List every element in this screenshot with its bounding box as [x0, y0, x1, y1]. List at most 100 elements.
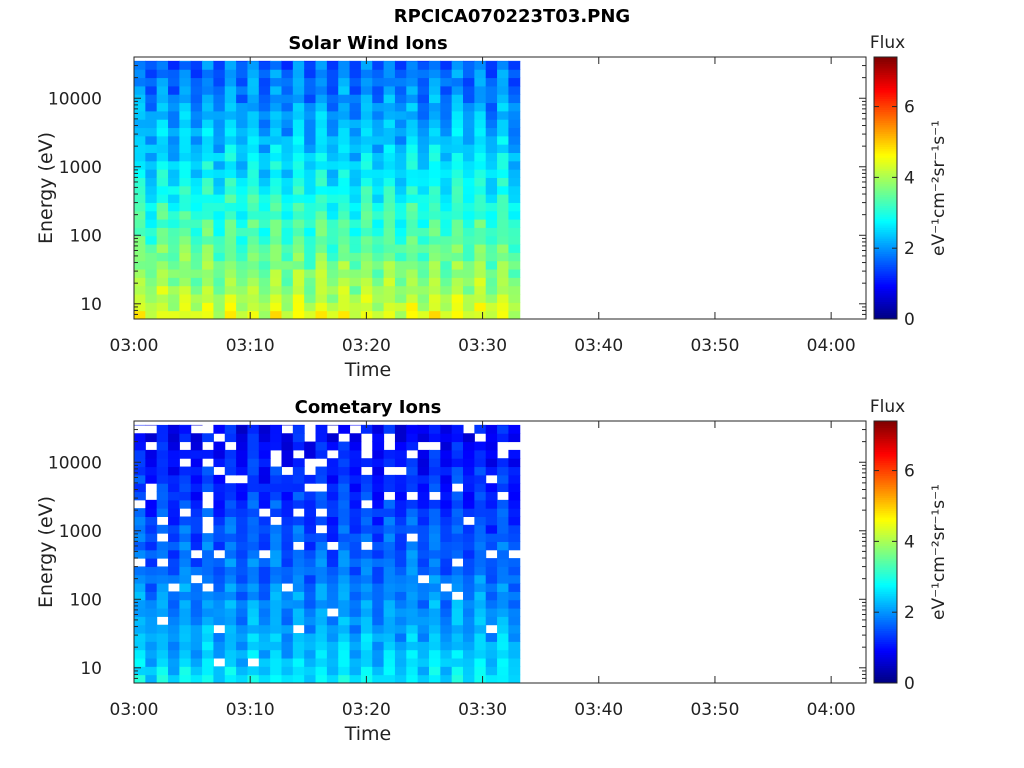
colorbar-swatch — [874, 74, 897, 78]
heatmap-cell — [168, 269, 180, 278]
heatmap-cell — [292, 219, 305, 228]
heatmap-cell — [417, 674, 430, 684]
heatmap-cell — [406, 674, 419, 684]
heatmap-cell — [258, 144, 271, 153]
heatmap-cell — [156, 474, 169, 484]
heatmap-cell — [394, 558, 407, 567]
colorbar-swatch — [874, 139, 897, 143]
heatmap-cell — [281, 235, 294, 245]
heatmap-cell — [349, 152, 362, 162]
heatmap-cell — [463, 458, 475, 468]
heatmap-cell — [179, 252, 192, 262]
heatmap-cell — [270, 441, 282, 451]
heatmap-cell — [440, 169, 453, 178]
heatmap-cell — [485, 260, 498, 270]
heatmap-cell — [281, 285, 294, 295]
heatmap-cell — [258, 152, 271, 162]
heatmap-cell — [304, 60, 317, 70]
heatmap-cell — [372, 424, 385, 426]
heatmap-cell — [190, 566, 203, 576]
heatmap-cell — [258, 458, 271, 468]
heatmap-cell — [485, 649, 498, 659]
heatmap-cell — [326, 210, 339, 220]
heatmap-cell — [156, 244, 169, 253]
heatmap-cell — [440, 641, 453, 651]
colorbar-swatch — [874, 503, 897, 507]
heatmap-cell — [326, 491, 339, 501]
heatmap-cell — [134, 60, 146, 70]
heatmap-cell — [440, 533, 453, 542]
heatmap-cell — [156, 60, 169, 62]
heatmap-cell — [406, 69, 419, 79]
heatmap-cell — [247, 219, 260, 228]
heatmap-cell — [326, 169, 339, 178]
heatmap-cell — [360, 144, 373, 153]
heatmap-cell — [292, 466, 305, 476]
heatmap-cell — [360, 102, 373, 112]
heatmap-cell — [349, 310, 362, 320]
heatmap-cell — [394, 491, 407, 501]
heatmap-cell — [508, 658, 521, 667]
heatmap-cell — [406, 260, 419, 270]
colorbar-swatch — [874, 153, 897, 156]
heatmap-cell — [360, 558, 373, 567]
colorbar-swatch — [874, 177, 897, 180]
colorbar-swatch — [874, 429, 897, 433]
heatmap-cell — [168, 202, 180, 212]
heatmap-cell — [179, 583, 192, 592]
heatmap-cell — [202, 202, 214, 212]
heatmap-cell — [292, 458, 305, 468]
heatmap-cell — [258, 302, 271, 312]
colorbar-swatch — [874, 523, 897, 527]
heatmap-cell — [326, 202, 339, 212]
heatmap-cell — [326, 302, 339, 312]
heatmap-cell — [270, 102, 282, 112]
heatmap-cell — [224, 285, 237, 295]
colorbar-swatch — [874, 615, 897, 618]
heatmap-cell — [383, 449, 396, 459]
colorbar-swatch — [874, 188, 897, 191]
heatmap-cell — [360, 533, 373, 542]
heatmap-cell — [508, 566, 521, 576]
heatmap-cell — [224, 294, 237, 303]
heatmap-cell — [292, 269, 305, 278]
colorbar-swatch — [874, 490, 897, 494]
panel1-colorbar-units: eV⁻¹cm⁻²sr⁻¹s⁻¹ — [929, 120, 949, 256]
heatmap-cell — [145, 94, 158, 104]
colorbar-swatch — [874, 148, 897, 152]
heatmap-cell — [383, 277, 396, 287]
heatmap-cell — [372, 658, 385, 667]
heatmap-cell — [463, 508, 475, 517]
heatmap-cell — [236, 658, 248, 667]
heatmap-cell — [292, 649, 305, 659]
heatmap-cell — [258, 169, 271, 178]
colorbar-swatch — [874, 305, 897, 309]
colorbar-swatch — [874, 475, 897, 479]
heatmap-cell — [258, 310, 271, 320]
panel1-colorbar — [874, 57, 897, 320]
heatmap-cell — [304, 169, 317, 178]
colorbar-swatch — [874, 292, 897, 296]
heatmap-cell — [406, 633, 419, 642]
heatmap-cell — [145, 633, 158, 642]
panel2-colorbar-frame — [873, 420, 898, 684]
heatmap-cell — [145, 449, 158, 459]
heatmap-cell — [281, 94, 294, 104]
heatmap-cell — [474, 549, 487, 559]
heatmap-cell — [463, 219, 475, 228]
heatmap-cell — [270, 649, 282, 659]
heatmap-cell — [270, 633, 282, 642]
heatmap-cell — [406, 269, 419, 278]
heatmap-cell — [451, 94, 464, 104]
heatmap-cell — [485, 441, 498, 451]
colorbar-swatch — [874, 316, 897, 320]
heatmap-cell — [202, 135, 214, 145]
colorbar-swatch — [874, 161, 897, 165]
heatmap-cell — [360, 85, 373, 95]
heatmap-cell — [326, 160, 339, 170]
heatmap-cell — [304, 516, 317, 526]
heatmap-cell — [394, 160, 407, 170]
heatmap-cell — [394, 624, 407, 634]
heatmap-cell — [394, 169, 407, 178]
heatmap-cell — [168, 227, 180, 237]
